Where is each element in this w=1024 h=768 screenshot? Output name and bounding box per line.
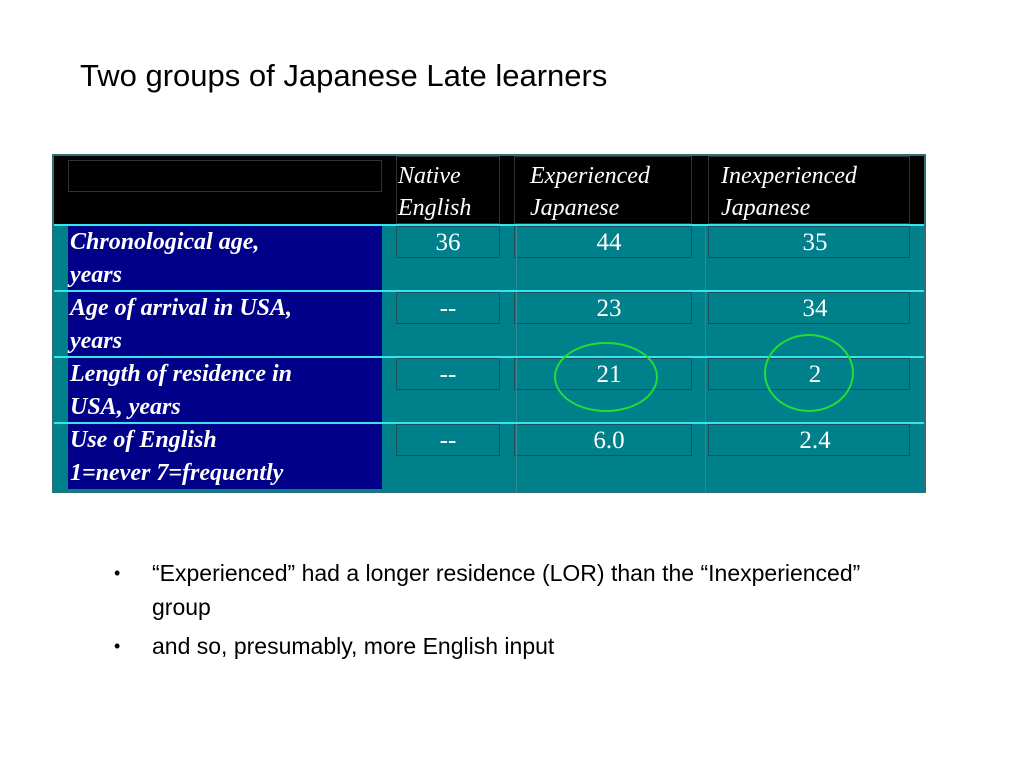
grid-cell	[708, 226, 910, 258]
cell-value: 23	[596, 295, 622, 322]
learner-comparison-table: Native English Experienced Japanese Inex…	[52, 154, 926, 493]
row-label-bg	[68, 424, 382, 489]
row-label-bg	[68, 358, 382, 422]
row-label-use-of-english: Use of English 1=never 7=frequently	[70, 427, 284, 486]
cell-value: 6.0	[593, 427, 625, 454]
grid-cell	[514, 292, 692, 324]
highlight-circle	[764, 334, 854, 412]
grid-cell	[708, 424, 910, 456]
bullet-item: • and so, presumably, more English input	[112, 629, 872, 663]
row-separator	[54, 224, 924, 226]
bullet-dot-icon: •	[114, 563, 121, 583]
row-label-bg	[68, 226, 382, 290]
bullet-list: • “Experienced” had a longer residence (…	[112, 556, 872, 668]
cell-value: 35	[802, 229, 828, 256]
grid-cell	[396, 424, 500, 456]
cell-value: --	[439, 427, 457, 454]
bullet-text: and so, presumably, more English input	[152, 633, 555, 659]
cell-value: 34	[802, 295, 828, 322]
grid-cell	[514, 424, 692, 456]
cell-value: 36	[435, 229, 461, 256]
grid-cell	[396, 226, 500, 258]
header-cell-frame	[396, 156, 500, 224]
cell-value: 2.4	[799, 427, 831, 454]
row-label-bg	[68, 292, 382, 356]
cell-value: --	[439, 361, 457, 388]
bullet-text: “Experienced” had a longer residence (LO…	[152, 560, 861, 620]
grid-cell	[396, 292, 500, 324]
header-cell-frame	[708, 156, 910, 224]
cell-value: 44	[596, 229, 622, 256]
column-header-inexperienced-japanese: Inexperienced Japanese	[721, 163, 857, 221]
grid-cell	[514, 226, 692, 258]
row-label-length-of-residence: Length of residence in USA, years	[70, 361, 292, 420]
table-header	[54, 156, 924, 224]
column-header-native-english: Native English	[398, 163, 472, 221]
column-divider	[705, 224, 706, 493]
row-label-chronological-age: Chronological age, years	[70, 229, 260, 288]
cell-value: --	[439, 295, 457, 322]
slide-title: Two groups of Japanese Late learners	[80, 58, 608, 93]
column-header-experienced-japanese: Experienced Japanese	[530, 163, 650, 221]
row-label-age-of-arrival: Age of arrival in USA, years	[70, 295, 293, 354]
row-separator	[54, 356, 924, 358]
grid-cell	[708, 292, 910, 324]
grid-cell	[396, 358, 500, 390]
row-separator	[54, 422, 924, 424]
row-separator	[54, 290, 924, 292]
bullet-dot-icon: •	[114, 636, 121, 656]
column-divider	[516, 224, 517, 493]
header-blank-cell	[68, 160, 382, 192]
bullet-item: • “Experienced” had a longer residence (…	[112, 556, 872, 624]
highlight-circle	[554, 342, 658, 412]
header-cell-frame	[514, 156, 692, 224]
